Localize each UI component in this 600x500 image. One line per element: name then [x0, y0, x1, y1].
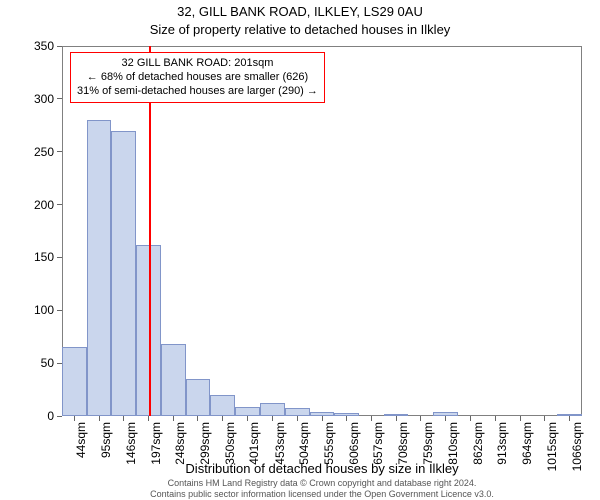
xtick-label: 44sqm [74, 422, 88, 458]
xtick-mark [420, 416, 421, 421]
ytick-mark [57, 257, 62, 258]
histogram-bar [285, 408, 310, 416]
ytick-label: 100 [34, 303, 54, 317]
xtick-label: 248sqm [173, 422, 187, 465]
ytick-label: 350 [34, 39, 54, 53]
xtick-label: 708sqm [396, 422, 410, 465]
ytick-mark [57, 46, 62, 47]
xtick-label: 862sqm [471, 422, 485, 465]
xtick-mark [197, 416, 198, 421]
xtick-label: 95sqm [99, 422, 113, 458]
xtick-label: 197sqm [149, 422, 163, 465]
xtick-mark [569, 416, 570, 421]
plot-area: 05010015020025030035044sqm95sqm146sqm197… [62, 46, 582, 416]
histogram-bar [87, 120, 112, 416]
xtick-label: 504sqm [297, 422, 311, 465]
histogram-bar [111, 131, 136, 416]
chart-title: 32, GILL BANK ROAD, ILKLEY, LS29 0AU [0, 4, 600, 19]
annotation-line: 31% of semi-detached houses are larger (… [77, 85, 318, 99]
xtick-label: 299sqm [198, 422, 212, 465]
xtick-mark [520, 416, 521, 421]
ytick-label: 150 [34, 250, 54, 264]
xtick-label: 759sqm [421, 422, 435, 465]
xtick-label: 555sqm [322, 422, 336, 465]
histogram-bar [260, 403, 285, 416]
xtick-mark [396, 416, 397, 421]
xtick-mark [173, 416, 174, 421]
annotation-box: 32 GILL BANK ROAD: 201sqm← 68% of detach… [70, 52, 325, 103]
xtick-mark [272, 416, 273, 421]
xtick-mark [346, 416, 347, 421]
xtick-label: 146sqm [124, 422, 138, 465]
xtick-label: 810sqm [446, 422, 460, 465]
xtick-mark [445, 416, 446, 421]
x-axis-label-text: Distribution of detached houses by size … [185, 461, 458, 476]
xtick-mark [123, 416, 124, 421]
footer-line: Contains HM Land Registry data © Crown c… [62, 478, 582, 488]
annotation-line: 32 GILL BANK ROAD: 201sqm [77, 57, 318, 71]
chart-subtitle: Size of property relative to detached ho… [0, 22, 600, 37]
histogram-bar [62, 347, 87, 416]
annotation-line: ← 68% of detached houses are smaller (62… [77, 71, 318, 85]
xtick-label: 453sqm [273, 422, 287, 465]
ytick-label: 0 [47, 409, 54, 423]
xtick-mark [74, 416, 75, 421]
chart-subtitle-text: Size of property relative to detached ho… [150, 22, 451, 37]
xtick-label: 913sqm [495, 422, 509, 465]
xtick-label: 657sqm [371, 422, 385, 465]
ytick-label: 50 [41, 356, 54, 370]
xtick-label: 350sqm [223, 422, 237, 465]
xtick-label: 401sqm [247, 422, 261, 465]
ytick-mark [57, 98, 62, 99]
xtick-mark [322, 416, 323, 421]
histogram-bar [210, 395, 235, 416]
ytick-mark [57, 151, 62, 152]
footer-line: Contains public sector information licen… [62, 489, 582, 499]
chart-title-text: 32, GILL BANK ROAD, ILKLEY, LS29 0AU [177, 4, 423, 19]
histogram-bar [235, 407, 260, 417]
ytick-label: 300 [34, 92, 54, 106]
xtick-mark [148, 416, 149, 421]
ytick-label: 250 [34, 145, 54, 159]
ytick-mark [57, 204, 62, 205]
xtick-label: 606sqm [347, 422, 361, 465]
xtick-mark [222, 416, 223, 421]
chart-container: { "chart": { "type": "histogram", "title… [0, 0, 600, 500]
ytick-label: 200 [34, 198, 54, 212]
x-axis-label: Distribution of detached houses by size … [62, 461, 582, 476]
xtick-mark [247, 416, 248, 421]
xtick-mark [99, 416, 100, 421]
xtick-label: 964sqm [520, 422, 534, 465]
ytick-mark [57, 310, 62, 311]
footer-attribution: Contains HM Land Registry data © Crown c… [62, 478, 582, 499]
xtick-mark [544, 416, 545, 421]
histogram-bar [186, 379, 211, 416]
xtick-mark [495, 416, 496, 421]
histogram-bar [161, 344, 186, 416]
xtick-mark [371, 416, 372, 421]
xtick-mark [297, 416, 298, 421]
xtick-mark [470, 416, 471, 421]
